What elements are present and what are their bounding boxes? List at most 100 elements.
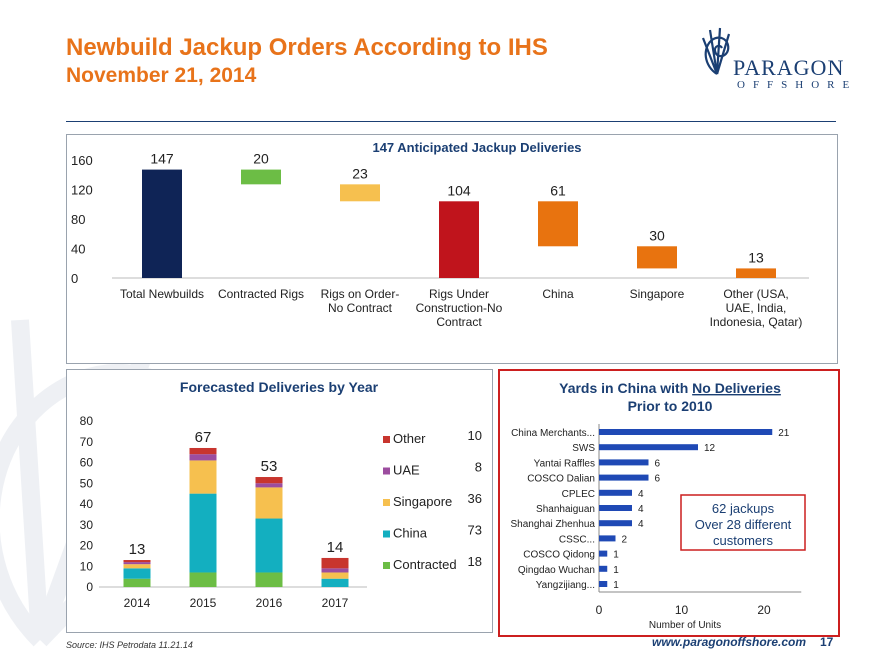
bar — [599, 459, 649, 466]
chart-title: Yards in China with No Deliveries — [559, 380, 781, 396]
data-label: 147 — [150, 151, 174, 167]
x-tick-label: 20 — [757, 603, 771, 617]
bar — [599, 505, 632, 511]
legend-swatch — [383, 530, 390, 538]
bar — [599, 429, 773, 435]
bar-segment — [255, 483, 283, 488]
y-tick-label: 20 — [80, 539, 94, 553]
y-tick-label: Shanghai Zhenhua — [510, 519, 595, 530]
bar-segment — [321, 568, 349, 573]
chart-title-part: Yards in China with — [559, 380, 692, 396]
stacked-chart-panel: Forecasted Deliveries by Year 0 10 20 30 40 50… — [66, 369, 493, 633]
bar — [439, 201, 479, 278]
callout-line1: 62 jackups — [712, 501, 775, 516]
page-subtitle-date: November 21, 2014 — [66, 64, 257, 87]
y-tick-label: COSCO Qidong — [523, 550, 595, 561]
shell-icon — [701, 27, 731, 75]
x-tick-label: No Contract — [328, 301, 393, 315]
callout-line2: Over 28 different — [695, 517, 792, 532]
total-label: 67 — [195, 429, 212, 446]
legend-label: China — [393, 526, 428, 541]
x-tick-label: Construction-No — [416, 301, 503, 315]
y-tick-label: 120 — [71, 183, 93, 198]
bar — [599, 550, 608, 557]
bar — [142, 169, 182, 278]
data-label: 6 — [655, 474, 661, 485]
page-number: 17 — [820, 635, 834, 649]
bar-segment — [123, 560, 151, 563]
page-title: Newbuild Jackup Orders According to IHS — [66, 34, 548, 61]
total-label: 53 — [261, 458, 278, 475]
y-tick-label: 160 — [71, 153, 93, 168]
bar-segment — [255, 487, 283, 519]
bar-segment — [189, 447, 217, 455]
y-tick-label: CSSC... — [559, 534, 595, 545]
y-tick-label: 50 — [80, 476, 94, 490]
bar-segment — [189, 460, 217, 494]
y-tick-label: 60 — [80, 456, 94, 470]
bar — [599, 444, 698, 451]
bar — [599, 565, 608, 572]
bar — [538, 201, 578, 247]
data-label: 61 — [550, 182, 566, 198]
bar — [599, 474, 649, 481]
callout-box — [680, 494, 806, 551]
callout-line3: customers — [713, 533, 773, 548]
data-label: 30 — [649, 227, 665, 243]
chart-title: Forecasted Deliveries by Year — [180, 379, 379, 395]
bar-segment — [189, 493, 217, 573]
x-tick-label: Singapore — [630, 287, 685, 301]
data-label: 2 — [622, 534, 628, 545]
y-tick-label: COSCO Dalian — [527, 474, 595, 485]
data-label: 1 — [613, 580, 619, 591]
x-tick-label: Contracted Rigs — [218, 287, 304, 301]
legend-total: 10 — [468, 428, 482, 443]
x-tick-label: 2016 — [256, 596, 283, 610]
bar — [599, 489, 632, 496]
legend-total: 8 — [475, 460, 482, 475]
data-label: 21 — [778, 428, 790, 439]
x-tick-label: 10 — [675, 603, 689, 617]
stacked-bar-chart: Forecasted Deliveries by Year 0 10 20 30 40 50… — [80, 379, 482, 610]
bar-segment — [123, 564, 151, 569]
bar-segment — [255, 477, 283, 484]
legend-swatch — [383, 562, 390, 569]
waterfall-chart-panel: 147 Anticipated Jackup Deliveries 0 40 80 12… — [66, 134, 838, 364]
data-label: 13 — [748, 249, 764, 265]
data-label: 4 — [638, 504, 644, 515]
legend-label: Other — [393, 431, 426, 446]
legend-total: 73 — [468, 523, 482, 538]
y-tick-label: Yangzijiang... — [536, 580, 595, 591]
x-tick-label: Other (USA, — [723, 287, 788, 301]
legend-total: 18 — [468, 554, 482, 569]
x-tick-label: China — [542, 287, 574, 301]
bar — [637, 246, 677, 269]
y-tick-label: CPLEC — [562, 489, 595, 500]
data-label: 4 — [638, 519, 644, 530]
logo-subtext: OFFSHORE — [737, 79, 858, 91]
bar-segment — [123, 578, 151, 587]
bar — [241, 169, 281, 185]
x-tick-label: Contract — [436, 315, 482, 329]
data-label: 1 — [613, 550, 619, 561]
source-note: Source: IHS Petrodata 11.21.14 — [66, 640, 193, 650]
bar — [599, 581, 608, 587]
logo-wordmark: PARAGON — [733, 55, 845, 80]
horizontal-bar-chart: Yards in China with No Deliveries Prior t… — [510, 380, 806, 631]
y-tick-label: 40 — [71, 242, 85, 257]
x-tick-label: Total Newbuilds — [120, 287, 204, 301]
legend-label: UAE — [393, 463, 420, 478]
x-tick-label: 0 — [596, 603, 603, 617]
y-tick-label: 80 — [80, 414, 94, 428]
y-tick-label: 30 — [80, 518, 94, 532]
header-divider — [66, 121, 836, 122]
bar-segment — [255, 572, 283, 587]
y-tick-label: Qingdao Wuchan — [518, 565, 595, 576]
legend-swatch — [383, 467, 390, 475]
x-tick-label: Rigs Under — [429, 287, 489, 301]
data-label: 6 — [655, 458, 661, 469]
footer-website-link[interactable]: www.paragonoffshore.com — [652, 635, 807, 649]
y-tick-label: 80 — [71, 212, 85, 227]
legend-swatch — [383, 499, 390, 506]
legend-swatch — [383, 436, 390, 443]
